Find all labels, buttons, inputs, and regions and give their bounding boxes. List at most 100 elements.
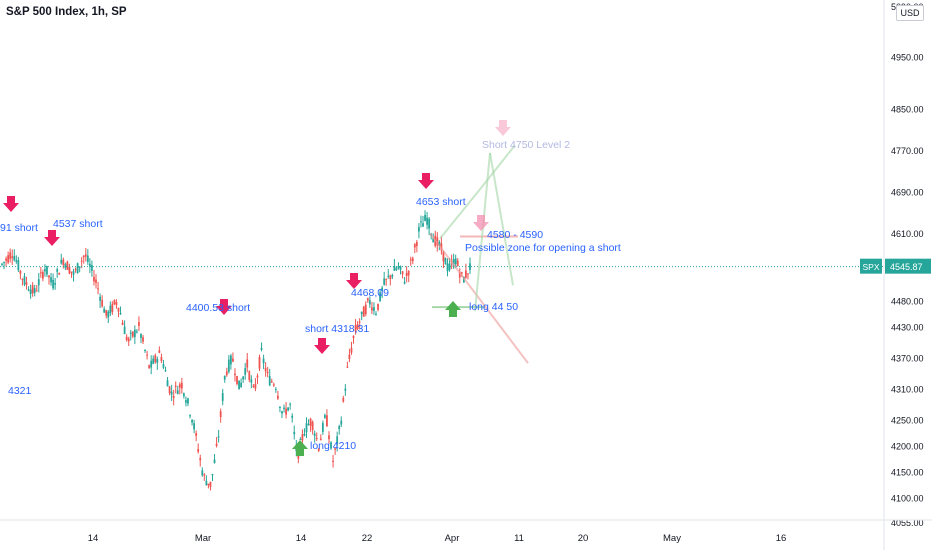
candle-body [301,434,304,441]
candle-body [274,389,277,391]
candle-body [303,434,306,436]
candle-body [148,365,151,368]
candle-body [125,336,128,340]
candle-body [338,426,341,430]
candle-body [379,292,381,301]
candle-body [436,237,439,245]
candle-body [340,420,343,425]
candle-body [409,259,412,261]
candle-body [309,418,312,426]
candle-body [258,356,261,369]
annotation-label: long 44 50 [469,301,518,313]
candle-body [37,279,40,286]
candle-body [48,275,50,278]
candle-body [76,263,79,274]
candle-body [364,304,367,315]
candle-body [395,268,398,270]
candle-body [23,276,26,285]
candle-body [299,439,302,441]
candle-body [158,350,161,353]
candle-body [78,266,81,268]
candle-body [469,263,471,270]
candle-body [356,324,359,329]
candle-body [242,376,245,380]
candle-body [50,277,52,283]
candle-body [397,266,400,269]
projection-down-line [429,232,529,364]
candle-body [133,329,136,338]
candle-body [54,283,57,285]
candle-body [240,382,243,388]
candle-body [352,335,355,339]
candle-body [252,385,255,387]
candle-body [238,380,240,390]
candle-body [29,289,32,295]
annotation-label: 91 short [0,222,38,234]
candle-body [315,437,318,439]
candle-body [170,391,173,395]
candle-body [375,313,377,315]
annotation-label: 4400.53 short [186,302,250,314]
candle-body [399,266,402,270]
time-axis[interactable]: 14 Mar 14 22 Apr 11 20 May 16 [0,519,932,544]
candle-body [213,459,216,463]
price-tick-label: 4690.00 [891,187,924,197]
candle-body [232,358,234,362]
time-tick-label: May [663,533,681,544]
candle-body [444,258,447,265]
candle-body [33,288,36,294]
candle-body [323,415,326,418]
candle-body [342,397,345,402]
candle-body [121,322,124,325]
candle-body [418,227,420,232]
candle-body [129,332,132,334]
candle-body [209,481,212,487]
candle-body [411,258,414,262]
price-axis[interactable]: 4100.00 4150.00 4200.00 4250.00 4310.00 4370.… [860,0,931,550]
annotation-label: short 4318,31 [305,323,369,335]
candle-body [281,411,283,414]
candle-body [9,252,12,259]
candle-body [465,270,467,278]
candle-body [46,265,48,275]
candle-body [35,290,38,292]
candle-body [62,259,65,266]
candle-body [389,275,392,280]
candle-body [41,272,44,279]
candle-body [291,415,294,418]
candle-body [80,260,83,262]
candle-body [428,218,431,229]
candle-body [195,433,198,436]
candle-body [109,305,112,314]
projection-up-line-1 [439,186,483,240]
candle-body [99,296,101,301]
candle-body [373,307,375,311]
candle-body [84,254,87,257]
candle-body [413,244,416,248]
candle-body [119,312,122,315]
candle-body [344,388,347,391]
candle-body [174,385,177,387]
candle-body [150,360,153,368]
projection-up-line-4 [489,152,514,286]
candle-body [88,263,91,267]
short-arrow-faded-icon [495,120,511,136]
candle-body [393,265,396,271]
annotation-label: 4321 [8,385,32,397]
candle-body [66,261,69,270]
time-tick-label: 16 [776,533,787,544]
candle-body [391,275,394,277]
candle-body [178,384,181,388]
candle-body [103,308,106,313]
candle-body [111,303,114,312]
candle-body [166,380,169,387]
price-tick-label: 4150.00 [891,468,924,478]
candle-body [381,287,384,291]
candle-body [368,300,371,305]
candle-body [377,303,379,310]
currency-badge[interactable]: USD [896,5,924,21]
time-tick-label: Mar [195,533,211,544]
candle-body [197,449,200,452]
